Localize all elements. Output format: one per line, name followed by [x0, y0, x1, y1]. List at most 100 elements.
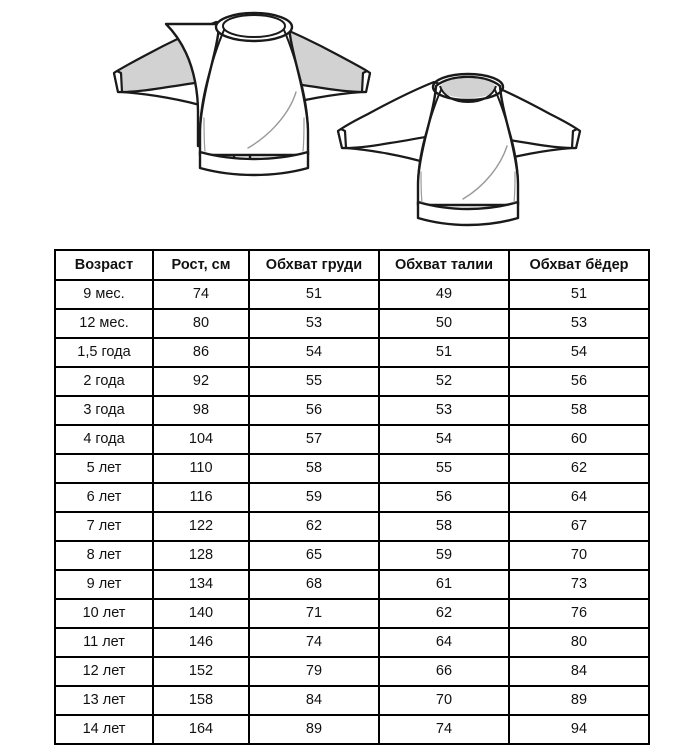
cell-hips: 76: [508, 598, 650, 629]
cell-age: 5 лет: [54, 453, 154, 484]
table-row: 7 лет 122 62 58 67: [54, 511, 650, 542]
cell-chest: 89: [248, 714, 380, 745]
cell-height: 80: [152, 308, 250, 339]
cell-hips: 53: [508, 308, 650, 339]
cell-waist: 51: [378, 337, 510, 368]
cell-height: 158: [152, 685, 250, 716]
cell-age: 7 лет: [54, 511, 154, 542]
column-header-hips: Обхват бёдер: [508, 249, 650, 281]
garment-illustration-area: [0, 0, 700, 245]
table-header-row: Возраст Рост, см Обхват груди Обхват тал…: [54, 249, 650, 281]
size-table-container: Возраст Рост, см Обхват груди Обхват тал…: [54, 249, 650, 745]
cell-hips: 89: [508, 685, 650, 716]
cell-height: 164: [152, 714, 250, 745]
cell-height: 146: [152, 627, 250, 658]
back-drape-fold: [462, 145, 508, 200]
garment-illustrations-svg: [112, 11, 582, 227]
back-neck-opening: [440, 78, 496, 98]
table-header: Возраст Рост, см Обхват груди Обхват тал…: [54, 249, 650, 281]
cell-chest: 57: [248, 424, 380, 455]
cell-hips: 58: [508, 395, 650, 426]
back-left-cuff: [336, 127, 348, 150]
cell-waist: 59: [378, 540, 510, 571]
front-hem-band: [198, 150, 310, 177]
cell-age: 14 лет: [54, 714, 154, 745]
cell-waist: 53: [378, 395, 510, 426]
cell-waist: 66: [378, 656, 510, 687]
back-right-raglan-seam: [494, 89, 519, 185]
cell-chest: 56: [248, 395, 380, 426]
cell-age: 10 лет: [54, 598, 154, 629]
column-header-waist: Обхват талии: [378, 249, 510, 281]
cell-height: 98: [152, 395, 250, 426]
cell-height: 134: [152, 569, 250, 600]
table-row: 1,5 года 86 54 51 54: [54, 337, 650, 368]
cell-hips: 60: [508, 424, 650, 455]
cell-waist: 54: [378, 424, 510, 455]
table-row: 6 лет 116 59 56 64: [54, 482, 650, 513]
cell-height: 140: [152, 598, 250, 629]
table-row: 11 лет 146 74 64 80: [54, 627, 650, 658]
cell-chest: 53: [248, 308, 380, 339]
cell-chest: 68: [248, 569, 380, 600]
cell-height: 116: [152, 482, 250, 513]
front-right-cuff: [360, 69, 372, 94]
cell-age: 12 лет: [54, 656, 154, 687]
cell-hips: 51: [508, 279, 650, 310]
cell-height: 128: [152, 540, 250, 571]
front-left-raglan-seam: [199, 29, 225, 133]
back-side-fold-right: [513, 171, 516, 203]
table-body: 9 мес. 74 51 49 51 12 мес. 80 53 50 53 1…: [54, 279, 650, 745]
cell-waist: 56: [378, 482, 510, 513]
cell-chest: 79: [248, 656, 380, 687]
cell-chest: 55: [248, 366, 380, 397]
table-row: 3 года 98 56 53 58: [54, 395, 650, 426]
cell-age: 6 лет: [54, 482, 154, 513]
front-side-fold-right: [302, 117, 305, 152]
cell-age: 12 мес.: [54, 308, 154, 339]
cell-waist: 62: [378, 598, 510, 629]
cell-chest: 59: [248, 482, 380, 513]
cell-age: 2 года: [54, 366, 154, 397]
back-hem-band: [416, 200, 520, 227]
table-row: 5 лет 110 58 55 62: [54, 453, 650, 484]
front-left-cuff: [112, 69, 124, 94]
cell-waist: 52: [378, 366, 510, 397]
cell-age: 9 мес.: [54, 279, 154, 310]
raglan-sweatshirt-front-view: [112, 11, 372, 177]
cell-hips: 84: [508, 656, 650, 687]
table-row: 8 лет 128 65 59 70: [54, 540, 650, 571]
cell-hips: 56: [508, 366, 650, 397]
cell-waist: 61: [378, 569, 510, 600]
cell-age: 13 лет: [54, 685, 154, 716]
cell-chest: 71: [248, 598, 380, 629]
table-row: 12 мес. 80 53 50 53: [54, 308, 650, 339]
cell-height: 152: [152, 656, 250, 687]
cell-chest: 54: [248, 337, 380, 368]
raglan-sweatshirt-back-view: [336, 72, 582, 227]
cell-hips: 70: [508, 540, 650, 571]
cell-hips: 64: [508, 482, 650, 513]
table-row: 4 года 104 57 54 60: [54, 424, 650, 455]
front-right-raglan-seam: [283, 29, 309, 133]
cell-height: 110: [152, 453, 250, 484]
front-collar-inner: [222, 14, 286, 38]
front-drape-fold: [247, 91, 297, 149]
cell-chest: 74: [248, 627, 380, 658]
cell-waist: 49: [378, 279, 510, 310]
cell-chest: 51: [248, 279, 380, 310]
table-row: 12 лет 152 79 66 84: [54, 656, 650, 687]
cell-waist: 50: [378, 308, 510, 339]
cell-age: 9 лет: [54, 569, 154, 600]
back-collar-outer: [431, 72, 505, 102]
cell-waist: 74: [378, 714, 510, 745]
cell-age: 4 года: [54, 424, 154, 455]
cell-chest: 84: [248, 685, 380, 716]
cell-hips: 94: [508, 714, 650, 745]
cell-height: 92: [152, 366, 250, 397]
column-header-height: Рост, см: [152, 249, 250, 281]
back-side-fold-left: [420, 171, 423, 203]
table-row: 10 лет 140 71 62 76: [54, 598, 650, 629]
cell-waist: 55: [378, 453, 510, 484]
